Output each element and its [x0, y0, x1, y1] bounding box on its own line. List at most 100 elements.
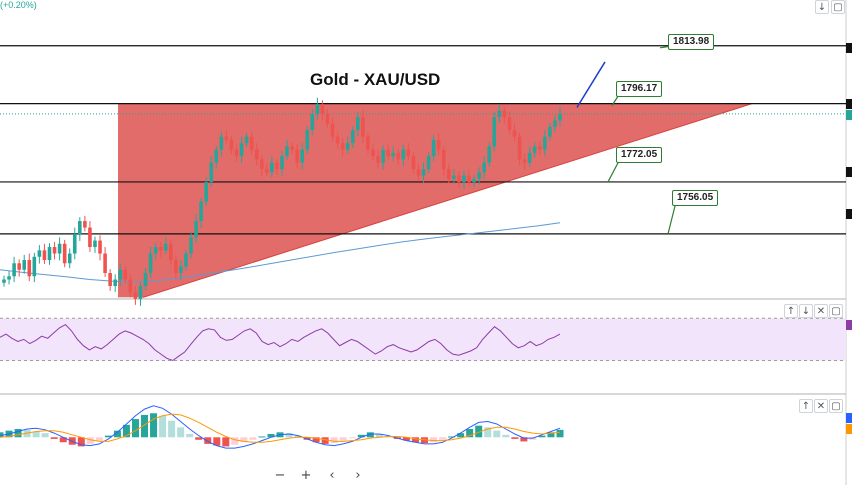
macd-histogram-bar — [511, 437, 519, 439]
candle-body — [482, 162, 486, 173]
rsi-maximize-button[interactable]: ▢ — [829, 304, 843, 318]
candle-body — [275, 162, 279, 170]
candle-body — [330, 123, 335, 137]
macd-histogram-bar — [77, 437, 85, 447]
candle-body — [497, 110, 502, 118]
macd-histogram-bar — [141, 414, 149, 438]
candle-body — [350, 130, 355, 144]
candle-body — [108, 273, 112, 287]
candle-body — [88, 227, 92, 248]
candle-body — [229, 139, 234, 150]
axis-marker-1756 — [846, 209, 852, 219]
macd-histogram-bar — [50, 437, 58, 439]
macd-histogram-bar — [520, 437, 528, 442]
macd-histogram-bar — [113, 430, 121, 438]
candle-body — [371, 149, 375, 157]
candle-body — [401, 149, 406, 160]
candle-body — [558, 113, 562, 121]
rsi-up-button[interactable]: ↑ — [784, 304, 798, 318]
candle-body — [280, 156, 284, 170]
macd-histogram-bar — [493, 430, 501, 438]
candle-body — [62, 243, 67, 264]
candle-body — [138, 286, 143, 299]
candle-body — [239, 143, 244, 157]
macd-close-button[interactable]: ✕ — [814, 399, 828, 413]
zoom-in-button[interactable]: + — [300, 468, 312, 483]
candle-body — [209, 162, 214, 183]
macd-histogram-bar — [104, 435, 112, 438]
level-label-1796: 1796.17 — [616, 81, 663, 97]
macd-histogram-bar — [186, 433, 194, 438]
candle-body — [265, 169, 269, 173]
scroll-right-button[interactable]: › — [355, 468, 361, 483]
candle-body — [158, 247, 163, 251]
candle-body — [548, 126, 552, 137]
candle-body — [189, 237, 193, 254]
candle-body — [512, 130, 517, 137]
candle-body — [522, 159, 527, 163]
candle-body — [42, 250, 47, 261]
macd-histogram-bar — [249, 437, 257, 440]
candle-body — [199, 201, 203, 222]
macd-histogram-bar — [538, 435, 546, 438]
candle-body — [270, 162, 274, 173]
moving-average-line — [0, 222, 561, 283]
macd-histogram-bar — [195, 437, 203, 440]
rsi-line — [0, 323, 561, 362]
macd-histogram-bar — [213, 437, 221, 446]
candle-body — [421, 169, 426, 176]
axis-marker-macd — [846, 413, 852, 423]
candle-body — [543, 136, 547, 150]
macd-histogram-bar — [95, 437, 103, 441]
macd-up-button[interactable]: ↑ — [799, 399, 813, 413]
macd-histogram-bar — [204, 437, 212, 444]
axis-marker-signal — [846, 424, 852, 434]
macd-histogram-bar — [131, 419, 139, 438]
candle-body — [335, 136, 340, 144]
macd-histogram-bar — [339, 437, 347, 441]
macd-histogram-bar — [430, 437, 438, 443]
macd-histogram-bar — [222, 437, 230, 447]
macd-histogram-bar — [330, 437, 338, 444]
macd-histogram-bar — [502, 434, 510, 438]
candle-body — [477, 172, 481, 179]
candle-body — [143, 273, 148, 287]
scroll-left-button[interactable]: ‹ — [329, 468, 335, 483]
candle-body — [386, 149, 390, 157]
candle-body — [290, 146, 294, 150]
candle-body — [224, 136, 229, 140]
zoom-out-button[interactable]: − — [274, 468, 286, 483]
candle-body — [153, 247, 158, 254]
candle-body — [32, 256, 37, 277]
candle-body — [204, 182, 208, 202]
candle-body — [472, 178, 476, 183]
candle-body — [416, 169, 421, 176]
axis-marker-1772 — [846, 167, 852, 177]
pane-down-button[interactable]: ↓ — [815, 0, 829, 14]
candle-body — [83, 221, 87, 228]
candle-body — [310, 113, 315, 131]
candle-body — [128, 279, 133, 293]
macd-histogram-bar — [321, 437, 329, 444]
candle-body — [345, 143, 350, 150]
ascending-triangle-shape — [118, 103, 752, 298]
macd-maximize-button[interactable]: ▢ — [829, 399, 843, 413]
candle-body — [37, 250, 42, 257]
axis-marker-1813 — [846, 43, 852, 53]
rsi-down-button[interactable]: ↓ — [799, 304, 813, 318]
chart-navigation: − + ‹ › — [270, 468, 368, 486]
rsi-close-button[interactable]: ✕ — [814, 304, 828, 318]
candle-body — [113, 279, 117, 287]
candle-body — [396, 152, 401, 160]
candle-body — [254, 149, 259, 160]
candle-body — [27, 260, 32, 277]
candle-body — [406, 149, 411, 157]
candle-body — [259, 159, 264, 170]
candle-body — [300, 149, 305, 163]
candle-body — [174, 260, 178, 274]
macd-histogram-bar — [357, 434, 365, 438]
candle-body — [325, 113, 330, 124]
pane-maximize-button[interactable]: ▢ — [831, 0, 845, 14]
candle-body — [169, 243, 173, 261]
